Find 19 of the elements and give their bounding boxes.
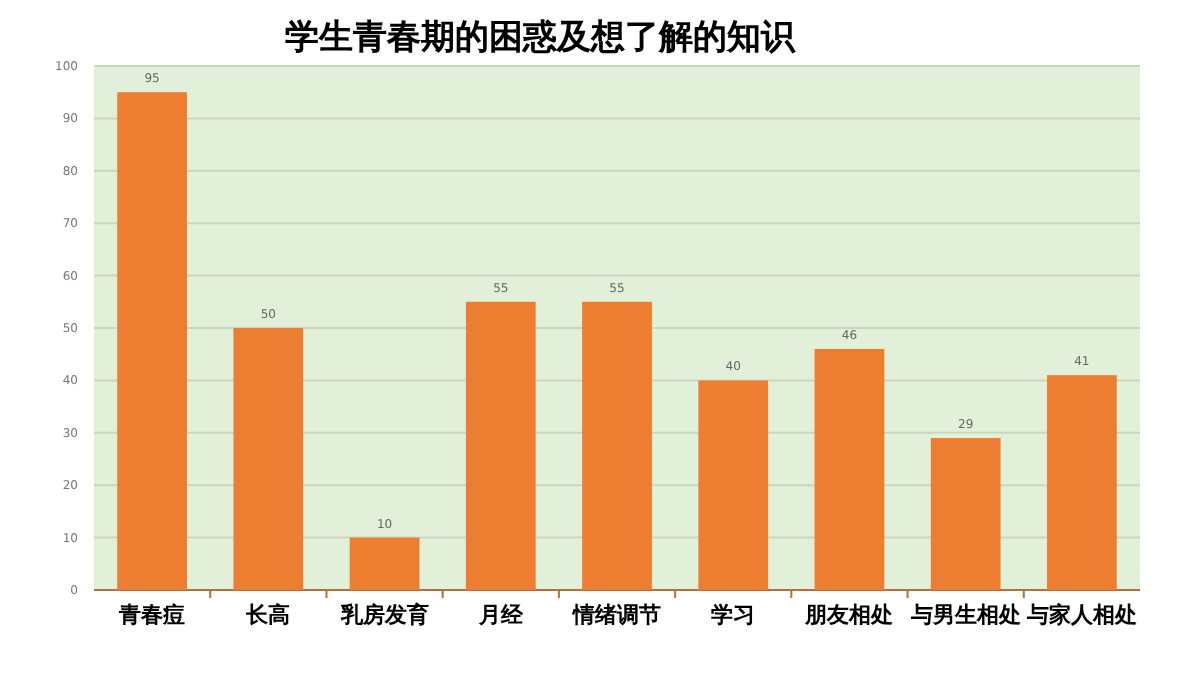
- bar: [698, 380, 769, 590]
- x-tick-label: 朋友相处: [803, 602, 894, 628]
- x-tick-label: 与家人相处: [1024, 602, 1137, 628]
- bar: [117, 92, 187, 590]
- bar: [814, 348, 885, 590]
- x-tick-label: 与男生相处: [908, 602, 1021, 628]
- bar: [930, 438, 1001, 590]
- x-tick-label: 乳房发育: [338, 602, 429, 628]
- x-tick-label: 青春痘: [117, 602, 186, 628]
- bar: [1047, 375, 1117, 590]
- bar: [465, 301, 536, 590]
- x-tick-label: 月经: [476, 602, 525, 628]
- x-tick-label: 长高: [244, 602, 291, 628]
- bar: [582, 301, 652, 590]
- bar: [349, 537, 420, 590]
- x-tick-label: 情绪调节: [571, 602, 661, 628]
- chart-title: 学生青春期的困惑及想了解的知识: [285, 18, 797, 58]
- bar: [233, 328, 304, 590]
- x-tick-label: 学习: [711, 602, 756, 628]
